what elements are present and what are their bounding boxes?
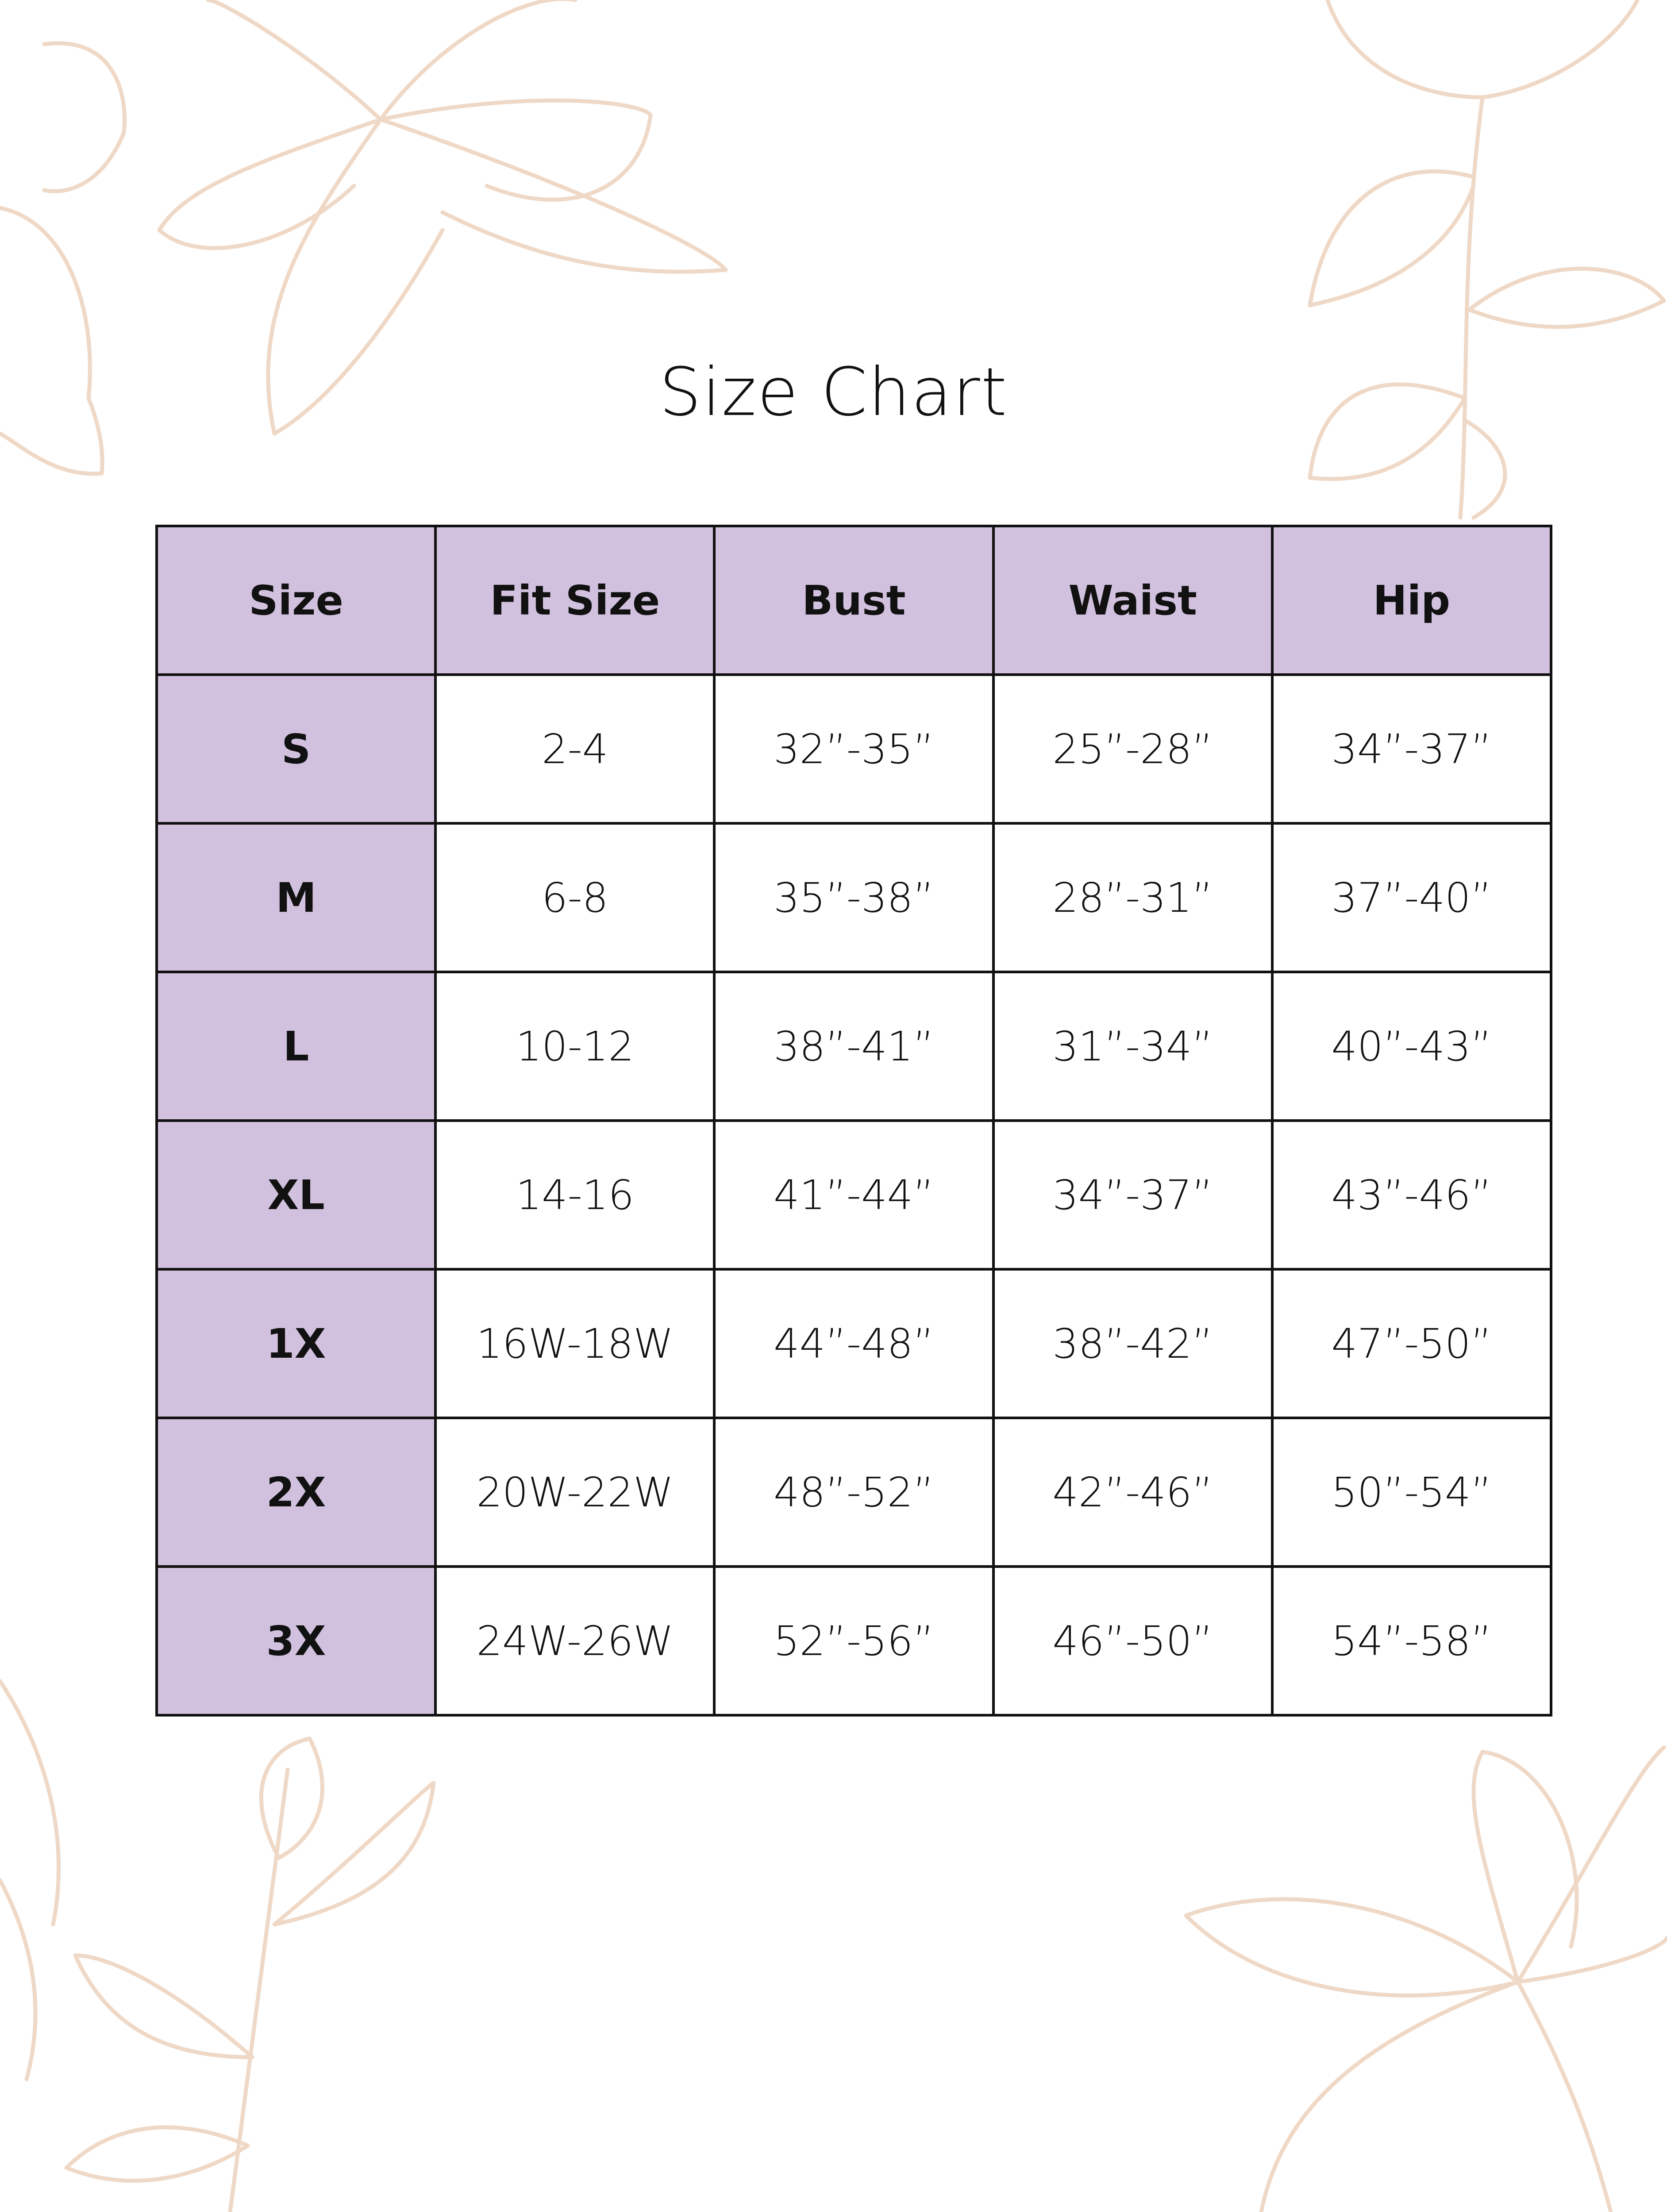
table-row: XL 14-16 41”-44” 34”-37” 43”-46”: [155, 1119, 1553, 1271]
cell-bust: 38”-41”: [713, 971, 995, 1122]
cell-fit-size: 14-16: [434, 1119, 716, 1271]
cell-size: 2X: [155, 1417, 437, 1568]
cell-waist: 31”-34”: [992, 971, 1274, 1122]
cell-waist: 46”-50”: [992, 1565, 1274, 1717]
cell-hip: 43”-46”: [1270, 1119, 1553, 1271]
cell-waist: 25”-28”: [992, 673, 1274, 825]
cell-fit-size: 20W-22W: [434, 1417, 716, 1568]
cell-hip: 37”-40”: [1270, 822, 1553, 973]
cell-size: 1X: [155, 1268, 437, 1419]
page-title: Size Chart: [659, 354, 1008, 431]
cell-hip: 54”-58”: [1270, 1565, 1553, 1717]
flower-bottom-right: [1184, 1745, 1667, 2212]
cell-bust: 52”-56”: [713, 1565, 995, 1717]
cell-waist: 38”-42”: [992, 1268, 1274, 1419]
cell-bust: 44”-48”: [713, 1268, 995, 1419]
header-size: Size: [155, 525, 437, 676]
cell-hip: 40”-43”: [1270, 971, 1553, 1122]
cell-bust: 41”-44”: [713, 1119, 995, 1271]
cell-bust: 35”-38”: [713, 822, 995, 973]
header-bust: Bust: [713, 525, 995, 676]
table-row: 1X 16W-18W 44”-48” 38”-42” 47”-50”: [155, 1268, 1553, 1419]
cell-waist: 28”-31”: [992, 822, 1274, 973]
cell-hip: 50”-54”: [1270, 1417, 1553, 1568]
size-chart-table: Size Fit Size Bust Waist Hip S 2-4 32”-35”…: [155, 525, 1553, 1717]
cell-hip: 34”-37”: [1270, 673, 1553, 825]
cell-fit-size: 16W-18W: [434, 1268, 716, 1419]
cell-fit-size: 2-4: [434, 673, 716, 825]
cell-size: XL: [155, 1119, 437, 1271]
header-fit-size: Fit Size: [434, 525, 716, 676]
cell-fit-size: 24W-26W: [434, 1565, 716, 1717]
table-row: 3X 24W-26W 52”-56” 46”-50” 54”-58”: [155, 1565, 1553, 1717]
cell-waist: 34”-37”: [992, 1119, 1274, 1271]
header-hip: Hip: [1270, 525, 1553, 676]
cell-fit-size: 6-8: [434, 822, 716, 973]
cell-size: 3X: [155, 1565, 437, 1717]
flower-bottom-left: [0, 1679, 436, 2212]
table-row: L 10-12 38”-41” 31”-34” 40”-43”: [155, 971, 1553, 1122]
table-header-row: Size Fit Size Bust Waist Hip: [155, 525, 1553, 676]
cell-size: M: [155, 822, 437, 973]
flower-top-left: [0, 0, 728, 476]
header-waist: Waist: [992, 525, 1274, 676]
cell-bust: 32”-35”: [713, 673, 995, 825]
table-row: M 6-8 35”-38” 28”-31” 37”-40”: [155, 822, 1553, 973]
table-row: 2X 20W-22W 48”-52” 42”-46” 50”-54”: [155, 1417, 1553, 1568]
flower-top-right: [1308, 0, 1666, 520]
cell-size: L: [155, 971, 437, 1122]
cell-bust: 48”-52”: [713, 1417, 995, 1568]
table-row: S 2-4 32”-35” 25”-28” 34”-37”: [155, 673, 1553, 825]
cell-fit-size: 10-12: [434, 971, 716, 1122]
cell-size: S: [155, 673, 437, 825]
cell-waist: 42”-46”: [992, 1417, 1274, 1568]
cell-hip: 47”-50”: [1270, 1268, 1553, 1419]
